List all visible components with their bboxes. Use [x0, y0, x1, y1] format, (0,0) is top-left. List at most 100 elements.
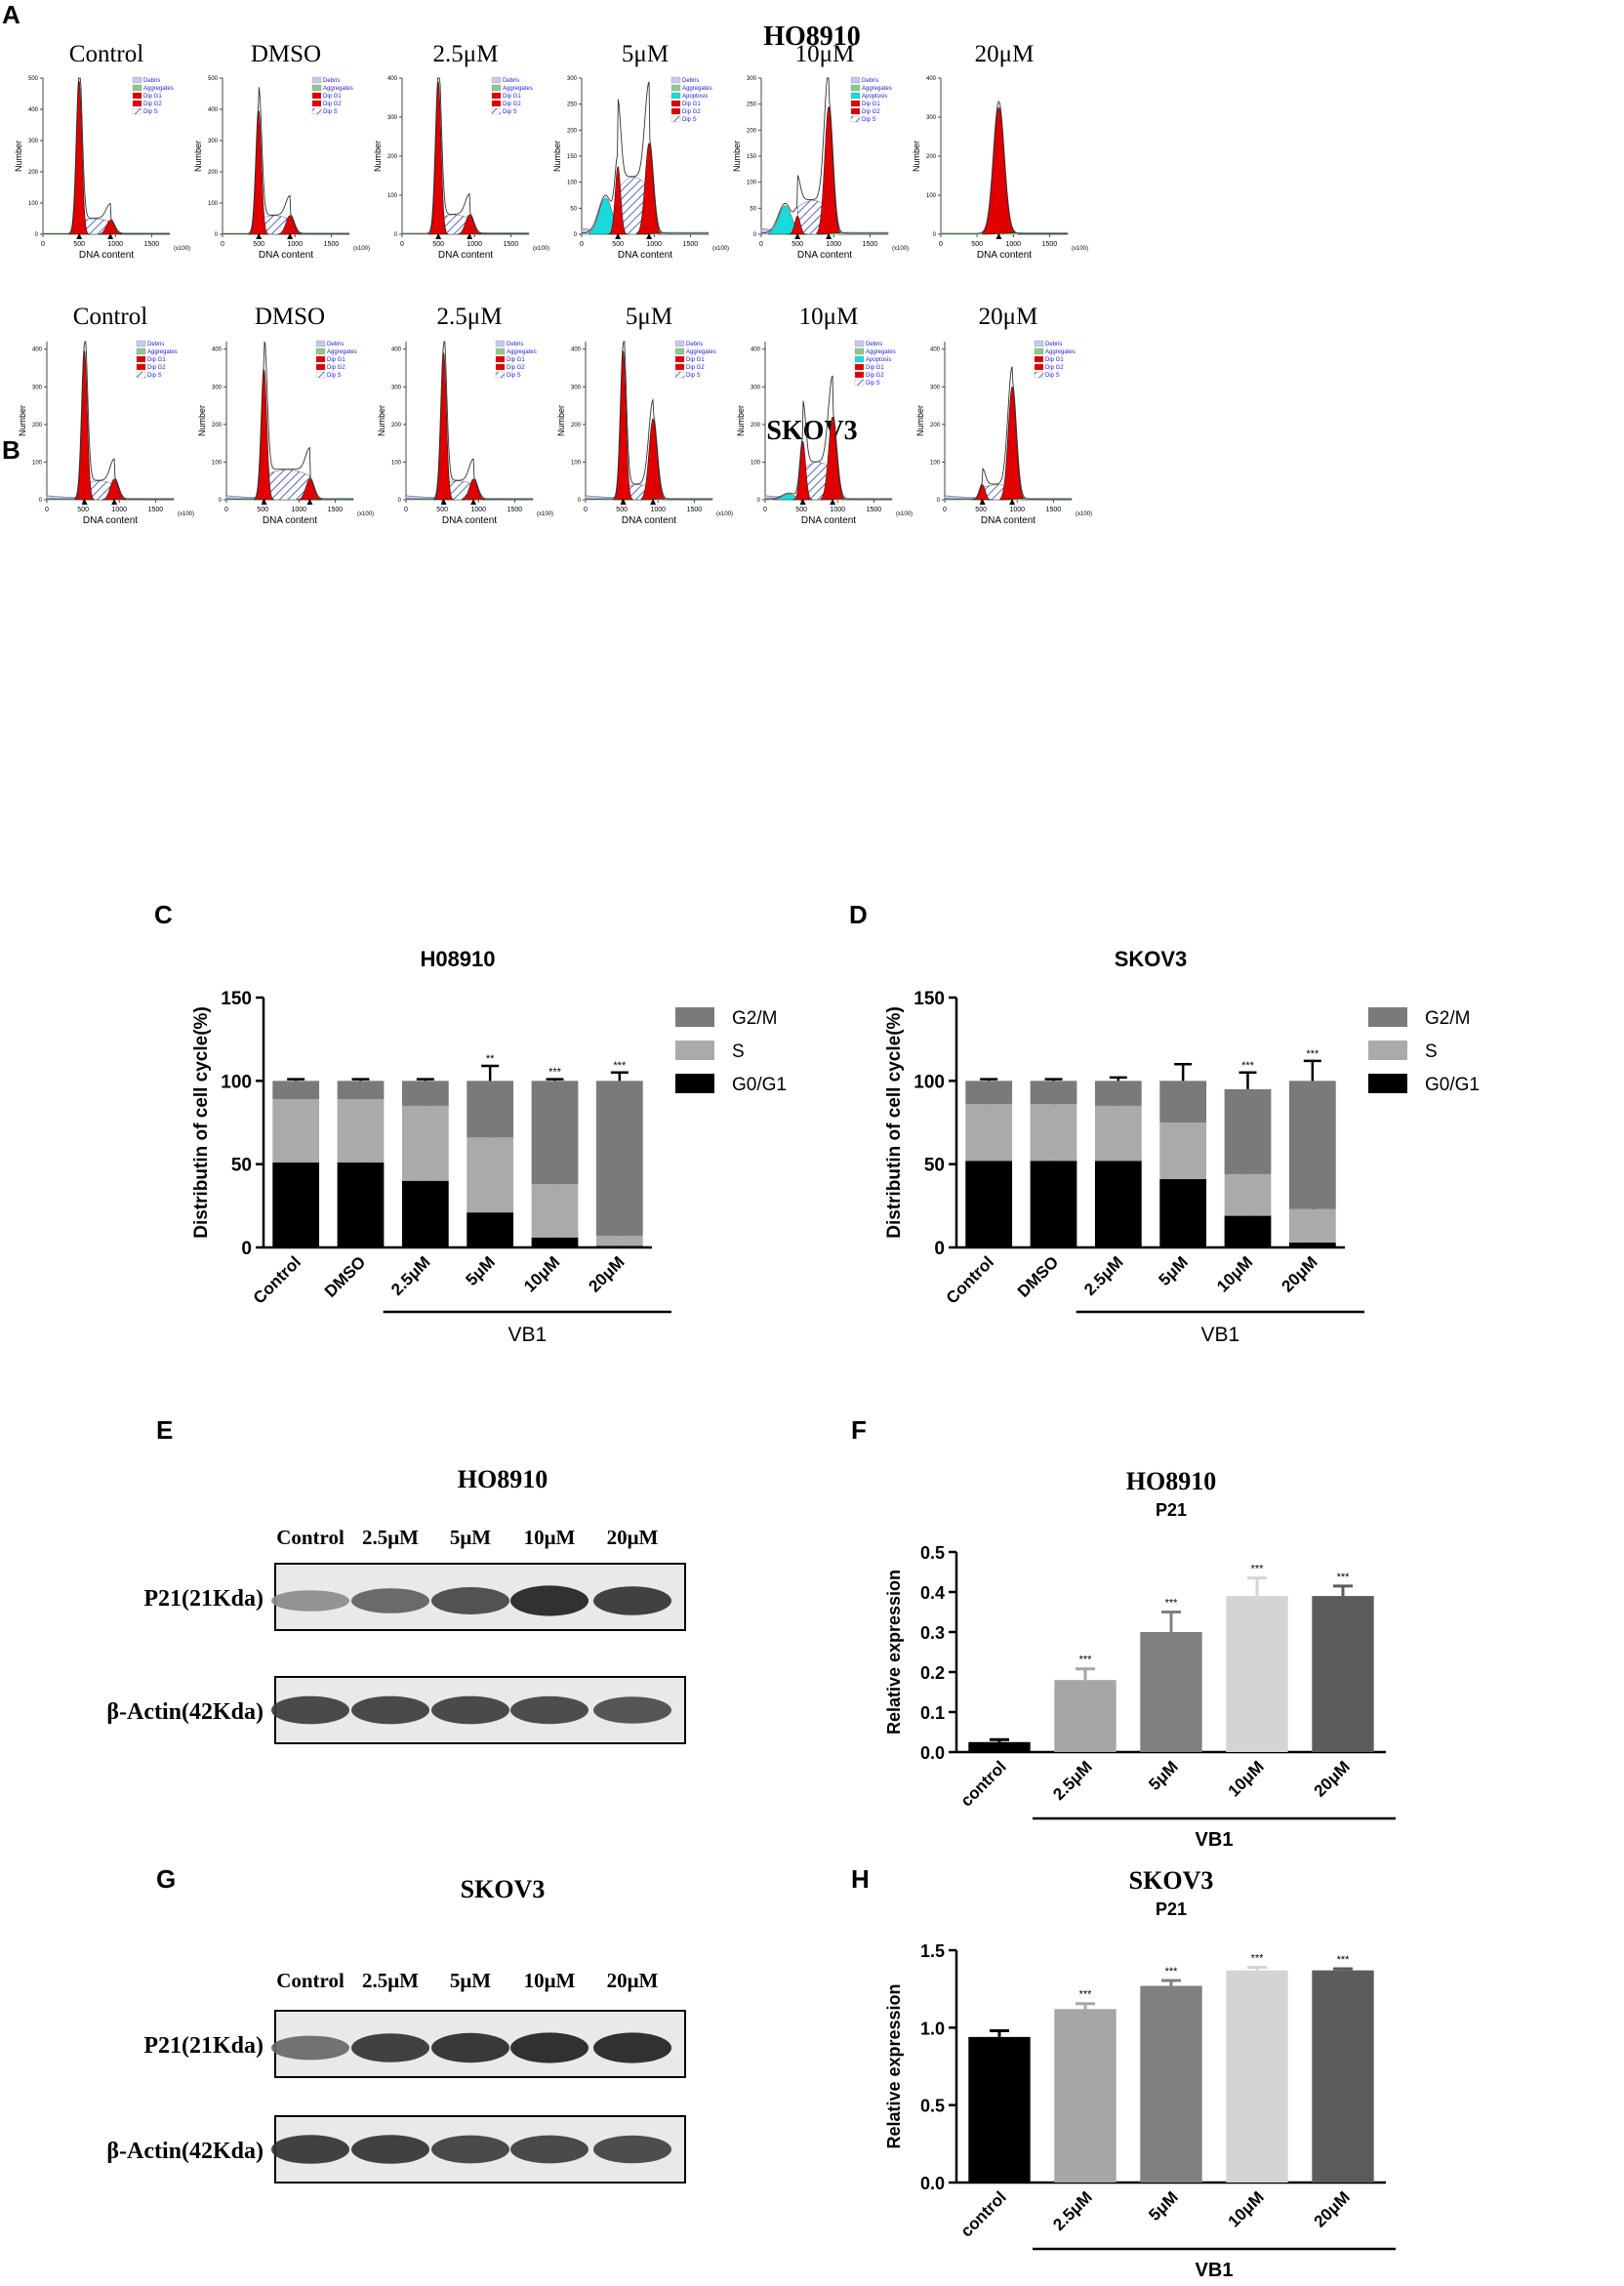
x-tick-label: 500 [612, 241, 624, 248]
bar [1226, 1970, 1288, 2183]
y-tick-label: 100 [221, 1072, 252, 1092]
bar [968, 1741, 1031, 1752]
x-tick-label: 1000 [1009, 507, 1025, 513]
x-tick-label: 500 [616, 507, 628, 513]
legend-swatch [670, 84, 681, 92]
blot-band [593, 1586, 671, 1615]
legend-swatch [136, 347, 146, 355]
x-tick-label: 2.5μM [1049, 2187, 1096, 2234]
x-tick-label: 0 [45, 507, 49, 513]
y-tick-label: 0 [39, 498, 43, 504]
significance-mark: *** [1251, 1564, 1265, 1575]
y-tick-label: 100 [28, 201, 39, 207]
chart-title: SKOV3 [1115, 947, 1188, 971]
blot-band [510, 2135, 589, 2164]
g2-marker [646, 233, 653, 239]
legend-label: G0/G1 [1425, 1075, 1480, 1095]
x-axis-title: DNA content [83, 515, 138, 526]
legend-swatch [495, 340, 506, 347]
x-tick-label: 500 [432, 241, 444, 248]
x-tick-label: Control [943, 1252, 997, 1307]
lane-label: 20μM [607, 1969, 659, 1992]
x-tick-label: 1000 [111, 507, 127, 513]
legend-label: Aggregates [507, 349, 537, 355]
x-axis-unit: (x100) [712, 246, 729, 252]
histogram-envelope [764, 375, 892, 500]
x-tick-label: 1500 [683, 241, 699, 248]
chart-d: SKOV3 Distributin of cell cycle(%) 0 50 100 1… [884, 947, 1480, 1346]
g2-peak [297, 478, 322, 501]
bar [1312, 1596, 1374, 1752]
y-tick-label: 200 [747, 128, 757, 134]
group-label: VB1 [508, 1324, 547, 1346]
legend-swatch [132, 92, 142, 100]
legend-label: S [1425, 1041, 1438, 1062]
x-tick-label: 1000 [650, 507, 666, 513]
legend-swatch [674, 347, 685, 355]
legend-swatch [495, 355, 506, 363]
legend-swatch [315, 347, 326, 355]
blot-row-label: β-Actin(42Kda) [106, 2139, 264, 2164]
y-tick-label: 400 [751, 347, 761, 353]
x-tick-label: 1500 [1046, 507, 1062, 513]
legend-label: Aggregates [503, 86, 533, 92]
x-tick-label: 0 [939, 241, 943, 248]
significance-mark: *** [1306, 1048, 1320, 1060]
chart-f: HO8910 P21 Relative expression 0.0 0.1 0.2 0.3… [884, 1467, 1396, 1851]
x-tick-label: 1000 [291, 507, 306, 513]
legend-label: Dip G2 [862, 109, 880, 115]
x-tick-label: 1000 [287, 241, 303, 248]
legend-label: Dip G2 [327, 365, 345, 371]
bar-segment-s [1288, 1208, 1336, 1243]
y-tick-label: 150 [221, 989, 252, 1009]
x-axis-unit: (x100) [896, 511, 913, 517]
y-axis-title: Distributin of cell cycle(%) [884, 1006, 905, 1239]
legend-swatch [136, 340, 146, 347]
western-blot-e: HO8910 Control 2.5μM 5μM 10μM 20μM P21(21Kda) β… [106, 1465, 686, 1744]
x-tick-label: 10μM [1225, 1757, 1268, 1800]
blot-band [271, 1695, 349, 1725]
y-tick-label: 300 [926, 115, 937, 121]
y-tick-label: 0 [219, 498, 223, 504]
g2-marker [650, 499, 657, 505]
y-tick-label: 0 [398, 498, 402, 504]
y-tick-label: 500 [208, 76, 219, 82]
bar-segment-s [272, 1099, 320, 1163]
bar-segment-s [1224, 1173, 1272, 1216]
significance-mark: *** [1251, 1952, 1265, 1964]
blot-band [351, 1695, 429, 1725]
y-tick-label: 300 [208, 139, 219, 144]
lane-label: 10μM [524, 1526, 576, 1549]
group-label: VB1 [1196, 1829, 1234, 1851]
significance-mark: *** [1241, 1060, 1255, 1072]
y-tick-label: 200 [391, 423, 402, 429]
histogram-envelope [223, 87, 349, 234]
blot-band [431, 2135, 509, 2164]
legend-label: Aggregates [682, 86, 712, 92]
bar-segment-g2m [531, 1081, 579, 1185]
legend-swatch [854, 379, 865, 387]
g1-marker [979, 499, 986, 505]
significance-mark: *** [613, 1060, 627, 1072]
x-axis-unit: (x100) [1072, 246, 1088, 252]
legend-swatch [136, 371, 146, 379]
histogram-envelope [406, 341, 533, 500]
bar [1054, 2009, 1116, 2183]
y-tick-label: 400 [32, 347, 43, 353]
y-tick-label: 300 [28, 139, 39, 144]
y-tick-label: 100 [914, 1072, 945, 1092]
x-axis-unit: (x100) [178, 511, 194, 517]
y-tick-label: 250 [567, 102, 578, 108]
legend-label: G2/M [1425, 1008, 1470, 1029]
legend-swatch [670, 92, 681, 100]
legend-label: Dip G1 [327, 357, 345, 363]
y-tick-label: 50 [231, 1156, 252, 1176]
x-tick-label: 5μM [462, 1252, 498, 1288]
legend-swatch [674, 355, 685, 363]
flow-condition-label: DMSO [255, 304, 325, 330]
y-tick-label: 400 [387, 76, 398, 82]
legend-swatch [850, 107, 861, 115]
legend-label: Dip G2 [147, 365, 166, 371]
legend-label: Debris [686, 342, 703, 347]
